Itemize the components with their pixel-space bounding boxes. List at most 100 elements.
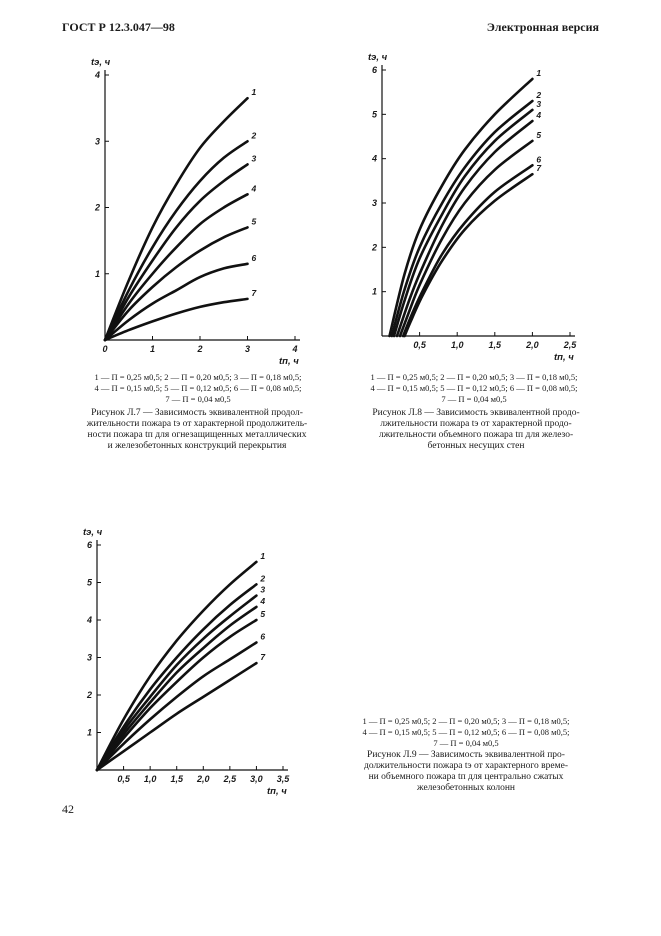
x-tick-label: 2,0 [196, 774, 210, 784]
x-axis-label: tп, ч [279, 356, 299, 367]
caption-line: и железобетонных конструкций перекрытия [107, 441, 287, 451]
series-line [401, 164, 534, 338]
legend-l7: 1 — П = 0,25 м0,5; 2 — П = 0,20 м0,5; 3 … [68, 372, 328, 405]
series-label: 4 [259, 596, 265, 606]
series-label: 6 [252, 253, 257, 263]
series-line [103, 226, 249, 342]
series-label: 3 [536, 99, 541, 109]
x-tick-label: 2,5 [563, 340, 578, 350]
series-line [95, 583, 258, 772]
series-line [398, 139, 534, 338]
series-label: 1 [536, 68, 541, 78]
series-label: 2 [535, 90, 541, 100]
caption-line: лжительности пожара tэ от характерной пр… [380, 419, 572, 429]
x-tick-label: 3,5 [277, 774, 291, 784]
series-label: 6 [260, 632, 265, 642]
series-label: 7 [536, 163, 542, 173]
x-tick-label: 1,0 [144, 774, 157, 784]
series-label: 4 [535, 110, 541, 120]
y-tick-label: 1 [95, 269, 100, 279]
x-axis-label: tп, ч [554, 352, 574, 363]
legend-line: 1 — П = 0,25 м0,5; 2 — П = 0,20 м0,5; 3 … [362, 716, 570, 726]
y-tick-label: 2 [94, 203, 100, 213]
x-tick-label: 1,0 [451, 340, 464, 350]
y-tick-label: 3 [87, 653, 92, 663]
caption-line: бетонных несущих стен [427, 441, 525, 451]
y-tick-label: 3 [95, 136, 100, 146]
legend-l9: 1 — П = 0,25 м0,5; 2 — П = 0,20 м0,5; 3 … [336, 716, 596, 749]
caption-line: железобетонных колонн [417, 783, 515, 793]
caption-line: жительности пожара tэ от характерной про… [86, 419, 308, 429]
x-tick-label: 1,5 [170, 774, 184, 784]
legend-line: 7 — П = 0,04 м0,5 [441, 394, 507, 404]
y-tick-label: 4 [86, 615, 92, 625]
series-line [103, 193, 249, 342]
series-line [103, 262, 249, 342]
y-tick-label: 3 [372, 198, 377, 208]
series-line [95, 641, 258, 772]
y-axis-label: tэ, ч [83, 527, 103, 538]
x-tick-label: 2,5 [223, 774, 238, 784]
x-tick-label: 0 [102, 344, 107, 354]
legend-line: 4 — П = 0,15 м0,5; 5 — П = 0,12 м0,5; 6 … [370, 383, 578, 393]
series-line [103, 140, 249, 342]
series-line [95, 661, 258, 772]
series-label: 2 [251, 130, 257, 140]
legend-line: 1 — П = 0,25 м0,5; 2 — П = 0,20 м0,5; 3 … [370, 372, 578, 382]
series-line [395, 119, 534, 338]
caption-l9: Рисунок Л.9 — Зависимость эквивалентной … [334, 750, 598, 794]
series-label: 6 [536, 154, 541, 164]
legend-line: 1 — П = 0,25 м0,5; 2 — П = 0,20 м0,5; 3 … [94, 372, 302, 382]
y-tick-label: 4 [371, 154, 377, 164]
series-line [103, 163, 249, 342]
series-label: 3 [252, 153, 257, 163]
caption-l8: Рисунок Л.8 — Зависимость эквивалентной … [346, 408, 606, 452]
legend-line: 7 — П = 0,04 м0,5 [433, 738, 499, 748]
x-tick-label: 4 [291, 344, 297, 354]
series-label: 2 [259, 573, 265, 583]
y-axis-label: tэ, ч [91, 57, 111, 68]
caption-line: Рисунок Л.7 — Зависимость эквивалентной … [91, 408, 303, 418]
x-tick-label: 2,0 [525, 340, 539, 350]
caption-line: должительности пожара tэ от характерного… [363, 761, 569, 771]
document-code: ГОСТ Р 12.3.047—98 [62, 20, 175, 34]
x-tick-label: 0,5 [413, 340, 427, 350]
series-label: 7 [260, 652, 266, 662]
caption-line: Рисунок Л.9 — Зависимость эквивалентной … [367, 750, 565, 760]
edition-label: Электронная версия [486, 20, 599, 34]
series-label: 5 [252, 216, 257, 226]
series-label: 5 [260, 609, 265, 619]
y-tick-label: 5 [87, 578, 93, 588]
series-line [103, 297, 249, 342]
series-line [95, 594, 258, 772]
series-line [392, 108, 534, 338]
x-tick-label: 0,5 [117, 774, 131, 784]
series-label: 4 [251, 183, 257, 193]
y-tick-label: 5 [372, 109, 378, 119]
caption-line: ни объемного пожара tп для центрально сж… [368, 772, 564, 782]
y-tick-label: 1 [87, 728, 92, 738]
series-label: 7 [252, 288, 258, 298]
series-line [388, 77, 534, 338]
legend-line: 4 — П = 0,15 м0,5; 5 — П = 0,12 м0,5; 6 … [362, 727, 570, 737]
series-line [103, 96, 249, 342]
x-axis-label: tп, ч [267, 786, 287, 797]
legend-line: 7 — П = 0,04 м0,5 [165, 394, 231, 404]
caption-line: Рисунок Л.8 — Зависимость эквивалентной … [372, 408, 580, 418]
y-tick-label: 4 [94, 70, 100, 80]
x-tick-label: 3 [245, 344, 250, 354]
y-tick-label: 1 [372, 287, 377, 297]
x-tick-label: 1,5 [489, 340, 503, 350]
y-tick-label: 6 [372, 65, 378, 75]
y-axis-label: tэ, ч [368, 52, 388, 63]
series-label: 3 [260, 585, 265, 595]
y-tick-label: 2 [86, 690, 92, 700]
x-tick-label: 1 [150, 344, 155, 354]
legend-line: 4 — П = 0,15 м0,5; 5 — П = 0,12 м0,5; 6 … [94, 383, 302, 393]
caption-l7: Рисунок Л.7 — Зависимость эквивалентной … [62, 408, 332, 452]
series-line [95, 605, 258, 772]
legend-l8: 1 — П = 0,25 м0,5; 2 — П = 0,20 м0,5; 3 … [344, 372, 604, 405]
